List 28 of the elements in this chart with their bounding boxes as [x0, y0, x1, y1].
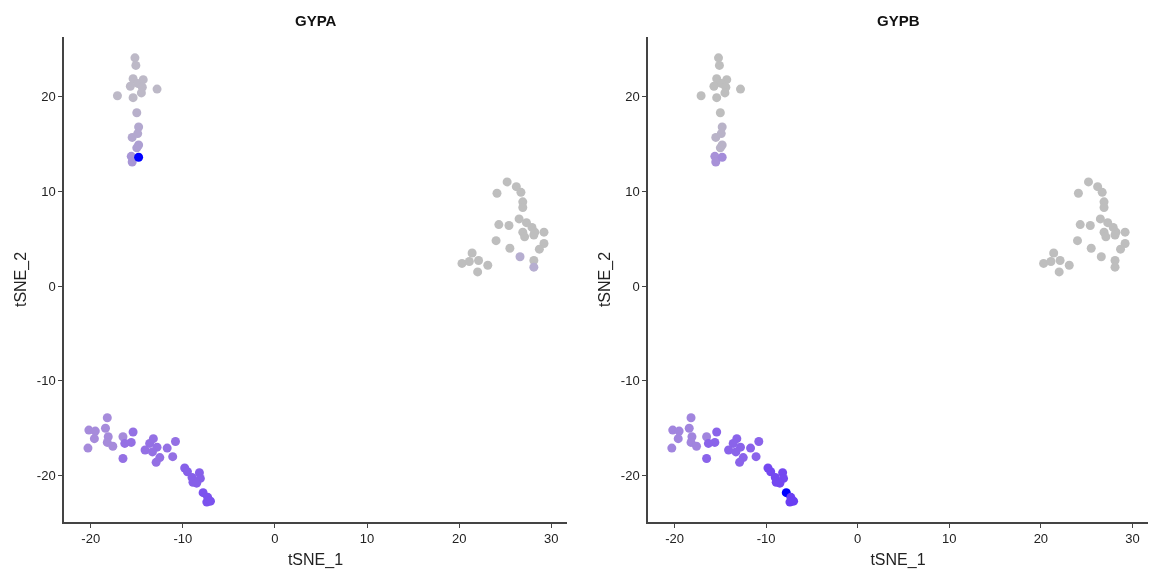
y-tick-label: -10 [36, 373, 56, 389]
x-tick-label: 0 [271, 531, 279, 547]
x-tick-label: 10 [359, 531, 375, 547]
y-tick-label: -20 [36, 468, 56, 484]
chart-title: GYPB [877, 12, 920, 29]
y-tick-label: 10 [41, 183, 56, 199]
x-tick-label: -20 [81, 531, 101, 547]
x-tick-label: -10 [173, 531, 193, 547]
y-tick-label: 10 [625, 183, 640, 199]
y-tick-label: 0 [48, 278, 56, 294]
chart-title: GYPA [295, 12, 337, 29]
x-tick-label: 20 [451, 531, 467, 547]
x-tick-label: -20 [665, 531, 684, 547]
x-axis-title: tSNE_1 [870, 550, 926, 569]
y-tick-label: 0 [632, 278, 640, 294]
y-axis-title: tSNE_2 [596, 251, 615, 308]
x-tick-label: 30 [544, 531, 559, 547]
y-tick-label: 20 [41, 89, 56, 105]
x-tick-label: 20 [1033, 531, 1049, 547]
y-tick-label: 20 [625, 89, 640, 105]
x-tick-label: 0 [854, 531, 862, 547]
x-tick-label: -10 [756, 531, 776, 547]
y-tick-label: -10 [620, 373, 640, 389]
x-tick-label: 10 [942, 531, 957, 547]
x-tick-label: 30 [1125, 531, 1140, 547]
y-tick-label: -20 [620, 468, 640, 484]
x-axis-title: tSNE_1 [287, 550, 344, 569]
y-axis-title: tSNE_2 [12, 251, 31, 308]
